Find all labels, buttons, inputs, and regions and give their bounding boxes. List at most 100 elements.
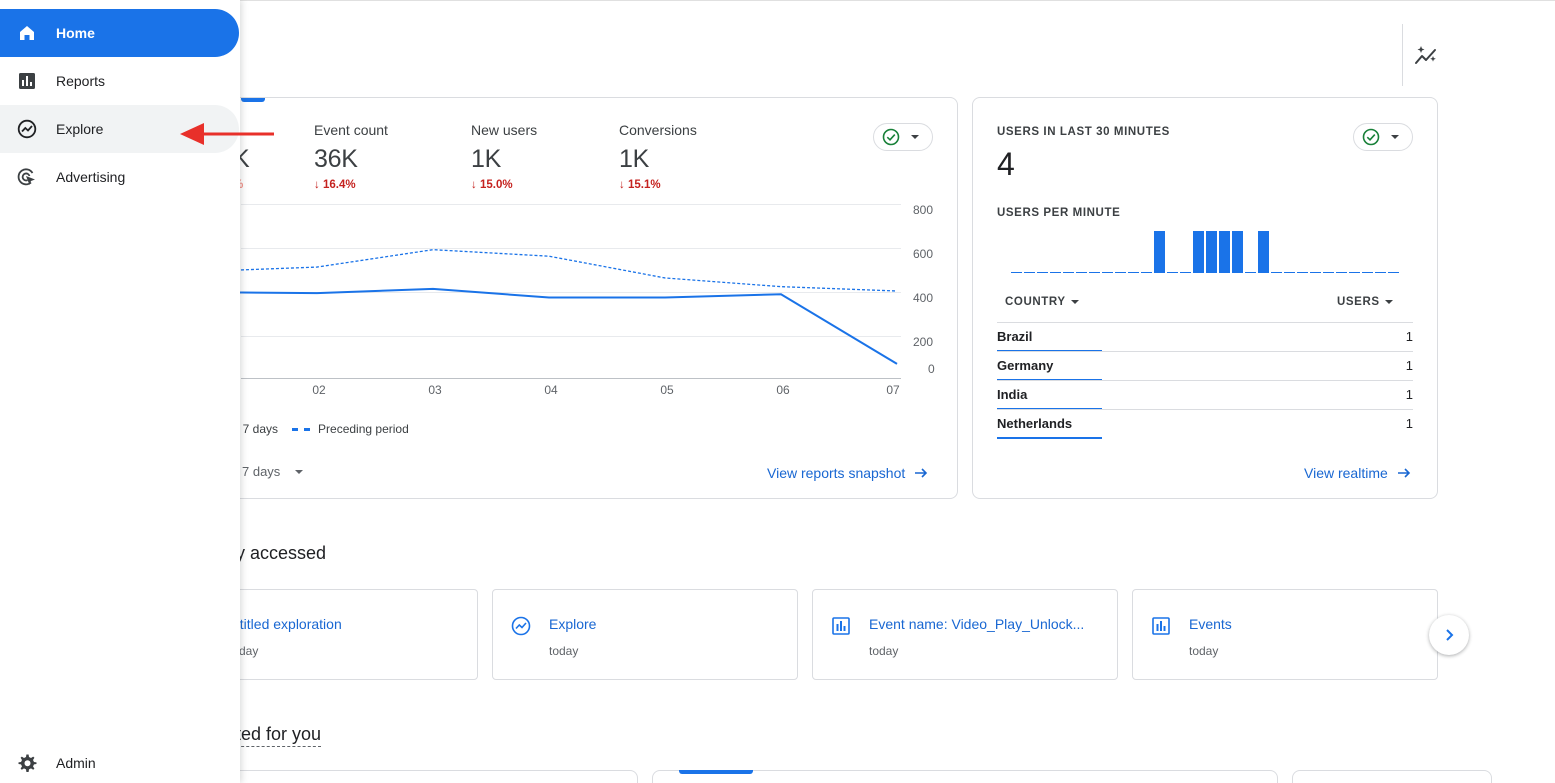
minute-bar <box>1297 272 1308 273</box>
minute-bar <box>1050 272 1061 273</box>
carousel-next-button[interactable] <box>1429 615 1469 655</box>
metric-value: 36K <box>314 145 358 173</box>
caret-down-icon <box>1391 135 1399 139</box>
gridline <box>241 204 901 205</box>
sidebar-item-label: Advertising <box>56 169 126 185</box>
date-range-dropdown[interactable]: 7 days <box>242 464 304 479</box>
table-row[interactable]: Brazil 1 <box>997 322 1413 352</box>
table-row[interactable]: India 1 <box>997 380 1413 410</box>
minute-bar <box>1336 272 1347 273</box>
realtime-value: 4 <box>997 146 1015 182</box>
data-quality-dropdown[interactable] <box>873 123 933 151</box>
metric-name: Event count <box>314 122 388 138</box>
recent-item-subtitle: day <box>239 644 259 658</box>
axis-line <box>241 378 901 379</box>
realtime-card: USERS IN LAST 30 MINUTES 4 USERS PER MIN… <box>972 97 1438 499</box>
gridline <box>241 292 901 293</box>
overview-card: K % Event count 36K ↓ 16.4% New users 1K… <box>200 97 958 499</box>
chevron-right-icon <box>1446 629 1454 641</box>
minute-bar <box>1011 272 1022 273</box>
bar-chart-icon <box>17 71 37 91</box>
recent-item[interactable]: Event name: Video_Play_Unlock... today <box>812 589 1118 680</box>
realtime-title: USERS IN LAST 30 MINUTES <box>997 126 1170 138</box>
minute-bar <box>1102 272 1113 273</box>
insights-sparkle-icon <box>1415 46 1436 64</box>
metric-new-users[interactable]: New users 1K ↓ 15.0% <box>471 122 537 191</box>
sidebar-item-reports[interactable]: Reports <box>0 57 239 105</box>
minute-bar <box>1284 272 1295 273</box>
view-realtime-link[interactable]: View realtime <box>1304 465 1412 481</box>
minute-bar <box>1349 272 1360 273</box>
view-reports-snapshot-link[interactable]: View reports snapshot <box>767 465 929 481</box>
minute-bar <box>1219 231 1230 273</box>
table-row[interactable]: Netherlands 1 <box>997 409 1413 439</box>
minute-bar <box>1089 272 1100 273</box>
y-tick-label: 200 <box>913 335 934 349</box>
explore-icon <box>17 119 37 139</box>
x-tick-label: 02 <box>312 383 326 397</box>
report-icon <box>1152 617 1170 635</box>
home-icon <box>17 23 37 43</box>
gridline <box>241 248 901 249</box>
insights-button[interactable] <box>1410 40 1442 72</box>
suggested-card[interactable] <box>200 770 638 783</box>
recent-item-subtitle: today <box>869 644 899 658</box>
minute-bar <box>1141 272 1152 273</box>
minute-bar <box>1362 272 1373 273</box>
metric-event-count[interactable]: Event count 36K ↓ 16.4% <box>314 122 388 191</box>
series-line-current <box>201 287 898 365</box>
x-tick-label: 06 <box>776 383 790 397</box>
metric-conversions[interactable]: Conversions 1K ↓ 15.1% <box>619 122 697 191</box>
y-tick-label: 400 <box>913 291 934 305</box>
annotation-arrow-icon <box>180 123 274 145</box>
users-column-header[interactable]: USERS <box>1337 296 1394 308</box>
country-column-header[interactable]: COUNTRY <box>1005 296 1080 308</box>
suggested-card[interactable] <box>1292 770 1492 783</box>
minute-bar <box>1037 272 1048 273</box>
minute-bar <box>1323 272 1334 273</box>
recent-item-title: ntitled exploration <box>232 616 342 632</box>
sidebar-item-label: Explore <box>56 121 104 137</box>
recent-item-subtitle: today <box>549 644 579 658</box>
metric-name: Conversions <box>619 122 697 138</box>
recent-item-title: Event name: Video_Play_Unlock... <box>869 616 1085 632</box>
recent-item-title: Explore <box>549 616 597 632</box>
recent-item-subtitle: today <box>1189 644 1219 658</box>
legend-current-label: t 7 days <box>236 422 279 436</box>
legend-previous-label: Preceding period <box>318 422 409 436</box>
sidebar-item-advertising[interactable]: Advertising <box>0 153 239 201</box>
minute-bar <box>1024 272 1035 273</box>
recent-item[interactable]: ntitled exploration day <box>200 589 478 680</box>
minute-bar <box>1388 272 1399 273</box>
minute-bar <box>1193 231 1204 273</box>
top-divider <box>0 0 1555 1</box>
suggested-card[interactable] <box>652 770 1278 783</box>
minute-bar <box>1167 272 1178 273</box>
chart-legend: t 7 days Preceding period <box>236 422 409 436</box>
x-tick-label: 03 <box>428 383 442 397</box>
minute-bar <box>1258 231 1269 273</box>
minute-bar <box>1128 272 1139 273</box>
y-tick-label: 600 <box>913 247 934 261</box>
check-circle-icon <box>882 128 900 146</box>
minute-bar <box>1232 231 1243 273</box>
explore-icon <box>511 616 531 636</box>
recent-item[interactable]: Explore today <box>492 589 798 680</box>
metric-value: 1K <box>619 145 649 173</box>
minute-bar <box>1154 231 1165 273</box>
check-circle-icon <box>1362 128 1380 146</box>
caret-down-icon <box>295 469 304 474</box>
realtime-quality-dropdown[interactable] <box>1353 123 1413 151</box>
minute-bar <box>1310 272 1321 273</box>
sidebar-item-label: Reports <box>56 73 106 89</box>
suggested-for-you-title: ted for you <box>236 724 322 747</box>
legend-dashed-swatch <box>292 427 311 431</box>
view-reports-snapshot-label: View reports snapshot <box>767 465 906 481</box>
recent-item[interactable]: Events today <box>1132 589 1438 680</box>
table-row[interactable]: Germany 1 <box>997 351 1413 381</box>
arrow-right-icon <box>1397 468 1410 478</box>
sidebar-item-admin[interactable]: Admin <box>0 739 239 783</box>
sidebar-item-home[interactable]: Home <box>0 9 239 57</box>
y-tick-label: 800 <box>913 203 934 217</box>
